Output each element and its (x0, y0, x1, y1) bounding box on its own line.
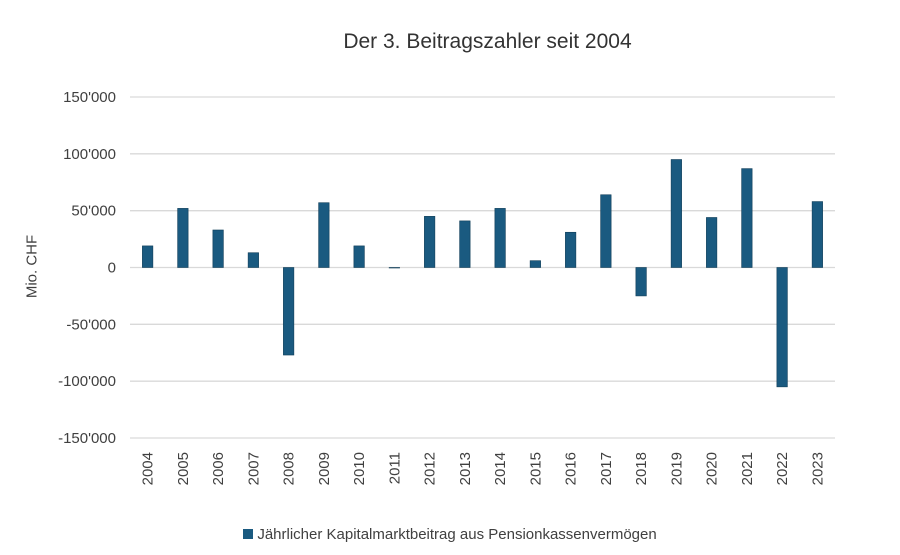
bar-2010 (353, 245, 365, 268)
bar-2012 (424, 216, 436, 268)
bar-2019 (670, 159, 682, 268)
bar-2015 (529, 260, 541, 268)
x-tick-label: 2019 (668, 452, 685, 485)
x-tick-label: 2017 (598, 452, 615, 485)
x-tick-label: 2021 (739, 452, 756, 485)
x-tick-label: 2014 (492, 452, 509, 485)
bar-2005 (177, 208, 189, 268)
x-tick-label: 2015 (527, 452, 544, 485)
legend-label: Jährlicher Kapitalmarktbeitrag aus Pensi… (257, 526, 657, 543)
bar-2013 (459, 220, 471, 268)
x-tick-label: 2005 (175, 452, 192, 485)
x-tick-label: 2009 (316, 452, 333, 485)
bar-2004 (142, 245, 154, 268)
bar-2014 (494, 208, 506, 268)
x-tick-label: 2013 (457, 452, 474, 485)
x-tick-label: 2008 (281, 452, 298, 485)
x-tick-label: 2022 (774, 452, 791, 485)
bar-2018 (635, 267, 647, 297)
y-tick-label: 50'000 (71, 203, 116, 220)
y-tick-label: -50'000 (66, 316, 116, 333)
y-tick-label: -150'000 (58, 430, 116, 447)
legend-swatch (243, 529, 254, 539)
bar-2017 (600, 194, 612, 268)
bar-2022 (776, 267, 788, 388)
bar-2006 (212, 229, 224, 268)
x-tick-label: 2011 (386, 452, 403, 484)
bar-2020 (706, 217, 718, 268)
bar-2008 (283, 267, 295, 356)
x-tick-label: 2010 (351, 452, 368, 485)
y-tick-label: 100'000 (63, 146, 116, 163)
legend: Jährlicher Kapitalmarktbeitrag aus Pensi… (0, 526, 900, 543)
x-tick-label: 2016 (563, 452, 580, 485)
x-tick-label: 2023 (809, 452, 826, 485)
y-tick-label: -100'000 (58, 373, 116, 390)
x-tick-label: 2012 (422, 452, 439, 485)
bar-2016 (565, 231, 577, 268)
chart-title: Der 3. Beitragszahler seit 2004 (343, 30, 632, 53)
y-tick-label: 0 (108, 260, 116, 277)
x-tick-label: 2020 (704, 452, 721, 485)
x-tick-label: 2006 (210, 452, 227, 485)
bar-2023 (811, 201, 823, 268)
bar-2009 (318, 202, 330, 268)
x-tick-label: 2007 (245, 452, 262, 485)
bar-2007 (247, 252, 259, 268)
y-tick-label: 150'000 (63, 89, 116, 106)
bar-2021 (741, 168, 753, 268)
x-tick-label: 2018 (633, 452, 650, 485)
bar-2011 (388, 267, 400, 269)
x-tick-label: 2004 (140, 452, 157, 485)
